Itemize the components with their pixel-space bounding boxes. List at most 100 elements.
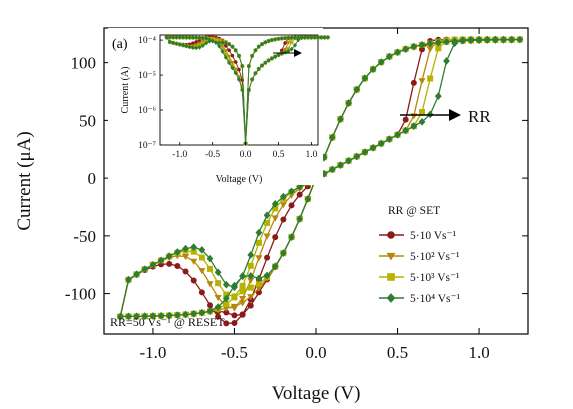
legend-item: 5·10 Vs⁻¹ — [379, 230, 457, 242]
inset-data-point — [282, 47, 288, 52]
data-point — [304, 195, 312, 203]
data-point — [296, 215, 304, 223]
inset-data-point — [286, 35, 291, 41]
legend-marker — [387, 231, 395, 239]
data-point — [271, 262, 279, 271]
data-point — [328, 133, 336, 142]
inset-data-point — [233, 70, 238, 76]
y-tick-label: 100 — [71, 54, 97, 73]
data-point — [288, 187, 295, 196]
data-point — [377, 139, 385, 148]
data-point — [231, 293, 238, 300]
inset-data-point — [273, 36, 278, 42]
inset-data-point — [200, 39, 206, 44]
inset-data-point — [227, 48, 231, 53]
inset-data-point — [250, 77, 255, 82]
inset-data-point — [210, 38, 215, 44]
legend-marker — [387, 273, 395, 281]
data-point — [402, 116, 409, 123]
data-point — [296, 182, 304, 191]
data-point — [231, 320, 238, 327]
data-point — [279, 192, 287, 201]
data-point — [230, 305, 239, 312]
inset-data-point — [259, 63, 265, 68]
data-point — [418, 40, 426, 49]
data-point — [223, 320, 230, 327]
inset-data-point — [263, 60, 268, 66]
inset-data-point — [236, 76, 242, 82]
rr-label: RR — [468, 107, 491, 126]
data-point — [239, 282, 246, 289]
data-point — [369, 65, 377, 74]
data-point — [255, 274, 263, 283]
inset-data-point — [227, 41, 232, 47]
inset-series-group — [164, 34, 331, 146]
data-point — [418, 109, 425, 116]
data-point — [198, 308, 206, 317]
data-point — [181, 254, 190, 261]
data-point — [182, 244, 189, 253]
inset-data-point — [220, 49, 225, 54]
data-point — [239, 288, 246, 295]
y-tick-label: -100 — [65, 285, 96, 304]
data-point — [247, 294, 255, 301]
data-point — [255, 255, 263, 262]
data-point — [345, 156, 353, 165]
data-point — [264, 254, 271, 261]
data-point — [206, 281, 214, 288]
inset-arrow-head — [294, 49, 302, 57]
legend-label: 5·10⁴ Vs⁻¹ — [410, 293, 461, 305]
data-point — [214, 268, 222, 277]
data-point — [133, 312, 141, 321]
inset-data-point — [240, 63, 245, 69]
data-point — [279, 202, 287, 209]
inset-data-point — [220, 44, 225, 49]
inset-data-point — [223, 40, 228, 46]
data-point — [247, 302, 254, 309]
inset-data-point — [237, 67, 241, 72]
data-point — [198, 268, 206, 275]
inset-data-point — [319, 35, 324, 40]
inset-data-point — [167, 39, 172, 45]
inset-data-point — [227, 60, 232, 66]
inset-data-point — [273, 54, 278, 59]
data-point — [214, 295, 222, 302]
data-point — [385, 135, 393, 143]
inset-x-tick-label: -0.5 — [205, 150, 220, 160]
inset-data-point — [230, 53, 235, 58]
inset-y-tick-label: 10⁻⁶ — [138, 106, 156, 116]
inset-axis-ticks: -1.0 -0.5 0.0 0.5 1.0 10⁻⁷ 10⁻⁶ 10⁻⁵ 10⁻⁴ — [138, 36, 317, 160]
inset-plot-frame — [159, 34, 319, 146]
inset-data-point — [180, 35, 186, 40]
data-point — [141, 312, 149, 321]
inset-data-point — [171, 40, 176, 46]
inset-data-point — [220, 39, 225, 45]
data-point — [508, 35, 516, 44]
main-axis-ticks: -1.0 -0.5 0.0 0.5 1.0 -100 -50 0 50 100 — [65, 28, 528, 362]
data-point — [271, 200, 279, 208]
data-point — [198, 289, 205, 296]
data-point — [337, 161, 344, 169]
data-point — [182, 268, 189, 275]
data-point — [255, 228, 263, 237]
inset-data-point — [223, 54, 228, 60]
data-point — [141, 265, 149, 274]
inset-x-tick-label: 1.0 — [305, 150, 317, 160]
data-point — [402, 126, 410, 135]
data-point — [410, 122, 418, 131]
data-point — [247, 272, 255, 280]
inset-data-point — [187, 35, 192, 40]
inset-data-point — [292, 35, 298, 41]
inset-data-point — [217, 43, 222, 49]
inset-data-point — [296, 35, 301, 40]
data-point — [239, 272, 247, 280]
data-point — [418, 78, 426, 85]
data-point — [345, 99, 353, 107]
inset-data-point — [289, 40, 294, 45]
inset-data-point — [276, 36, 281, 42]
data-point — [263, 271, 271, 280]
inset-data-point — [253, 47, 258, 53]
inset-data-point — [269, 56, 274, 61]
inset-x-title: Voltage (V) — [216, 174, 263, 185]
data-point — [165, 311, 173, 320]
